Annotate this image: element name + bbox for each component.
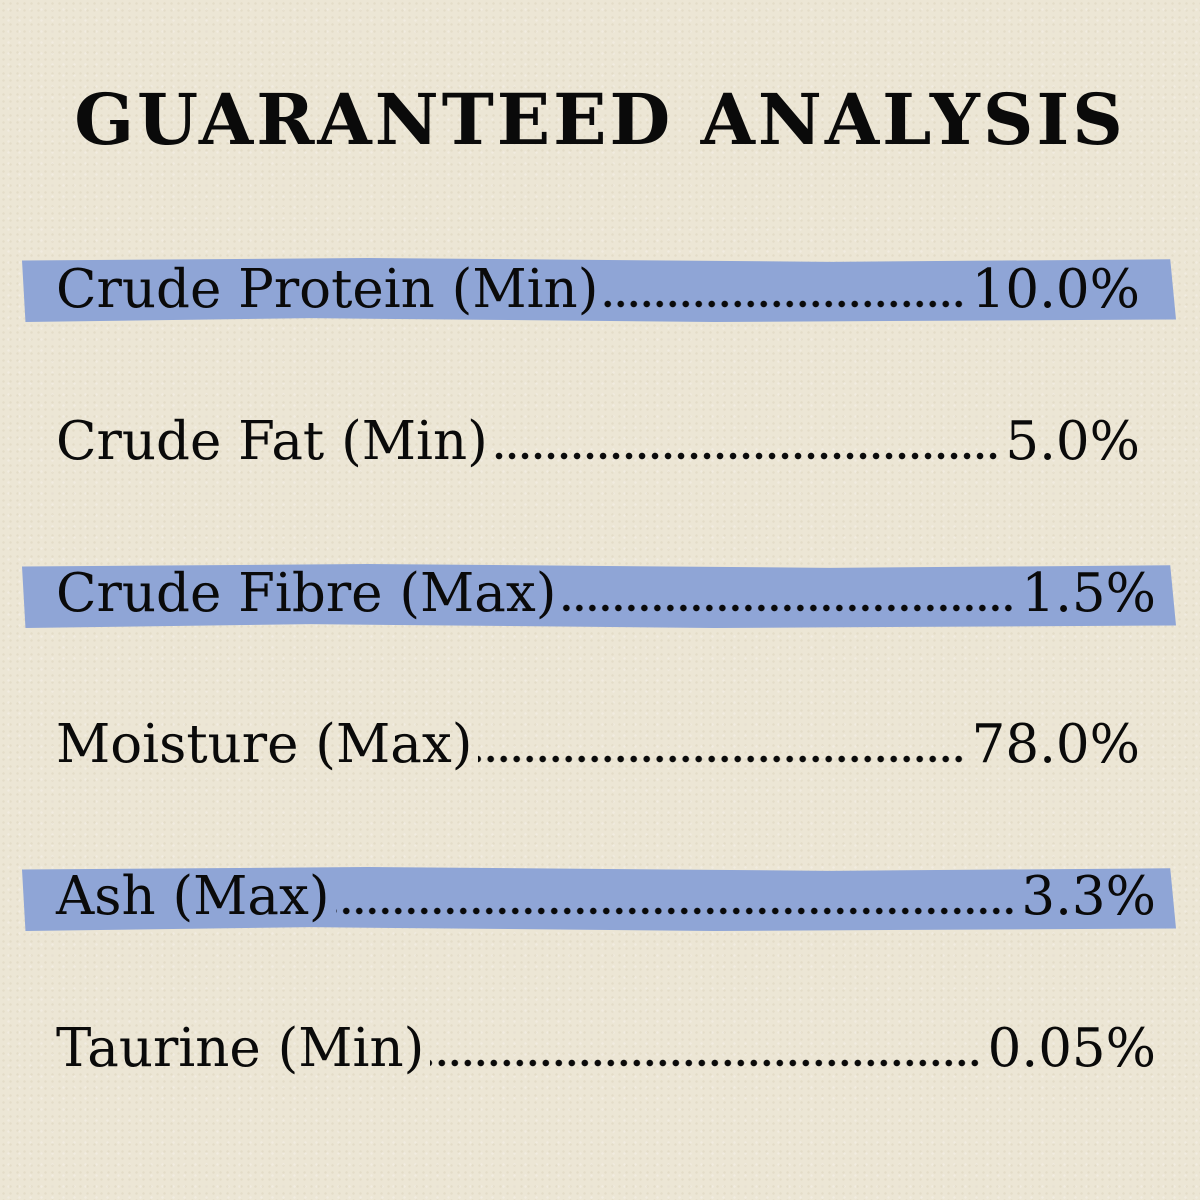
row-label: Crude Fat (Min): [56, 411, 488, 472]
row-value: 5.0%: [1005, 411, 1140, 472]
analysis-row-ash: Ash (Max) 3.3%: [56, 862, 1156, 932]
row-value: 3.3%: [1021, 866, 1156, 927]
row-label: Crude Fibre (Max): [56, 563, 557, 624]
analysis-row-taurine: Taurine (Min) 0.05%: [56, 1014, 1156, 1084]
analysis-row-crude-fibre: Crude Fibre (Max) 1.5%: [56, 559, 1156, 629]
highlight-band: [22, 867, 1176, 931]
row-value: 78.0%: [971, 714, 1140, 775]
highlight-band: [22, 258, 1176, 322]
analysis-row-crude-protein: Crude Protein (Min) 10.0%: [56, 255, 1140, 325]
analysis-row-moisture: Moisture (Max) 78.0%: [56, 710, 1140, 780]
row-label: Crude Protein (Min): [56, 259, 599, 320]
dot-leader: [478, 754, 966, 764]
row-label: Moisture (Max): [56, 714, 473, 775]
dot-leader: [430, 1058, 982, 1068]
dot-leader: [493, 451, 1000, 461]
dot-leader: [604, 299, 966, 309]
dot-leader: [562, 603, 1016, 613]
highlight-band: [22, 564, 1176, 628]
analysis-row-crude-fat: Crude Fat (Min) 5.0%: [56, 407, 1140, 477]
row-value: 1.5%: [1021, 563, 1156, 624]
row-value: 10.0%: [971, 259, 1140, 320]
page-title: GUARANTEED ANALYSIS: [74, 78, 1126, 161]
row-label: Taurine (Min): [56, 1018, 425, 1079]
dot-leader: [335, 906, 1016, 916]
row-label: Ash (Max): [56, 866, 330, 927]
row-value: 0.05%: [987, 1018, 1156, 1079]
